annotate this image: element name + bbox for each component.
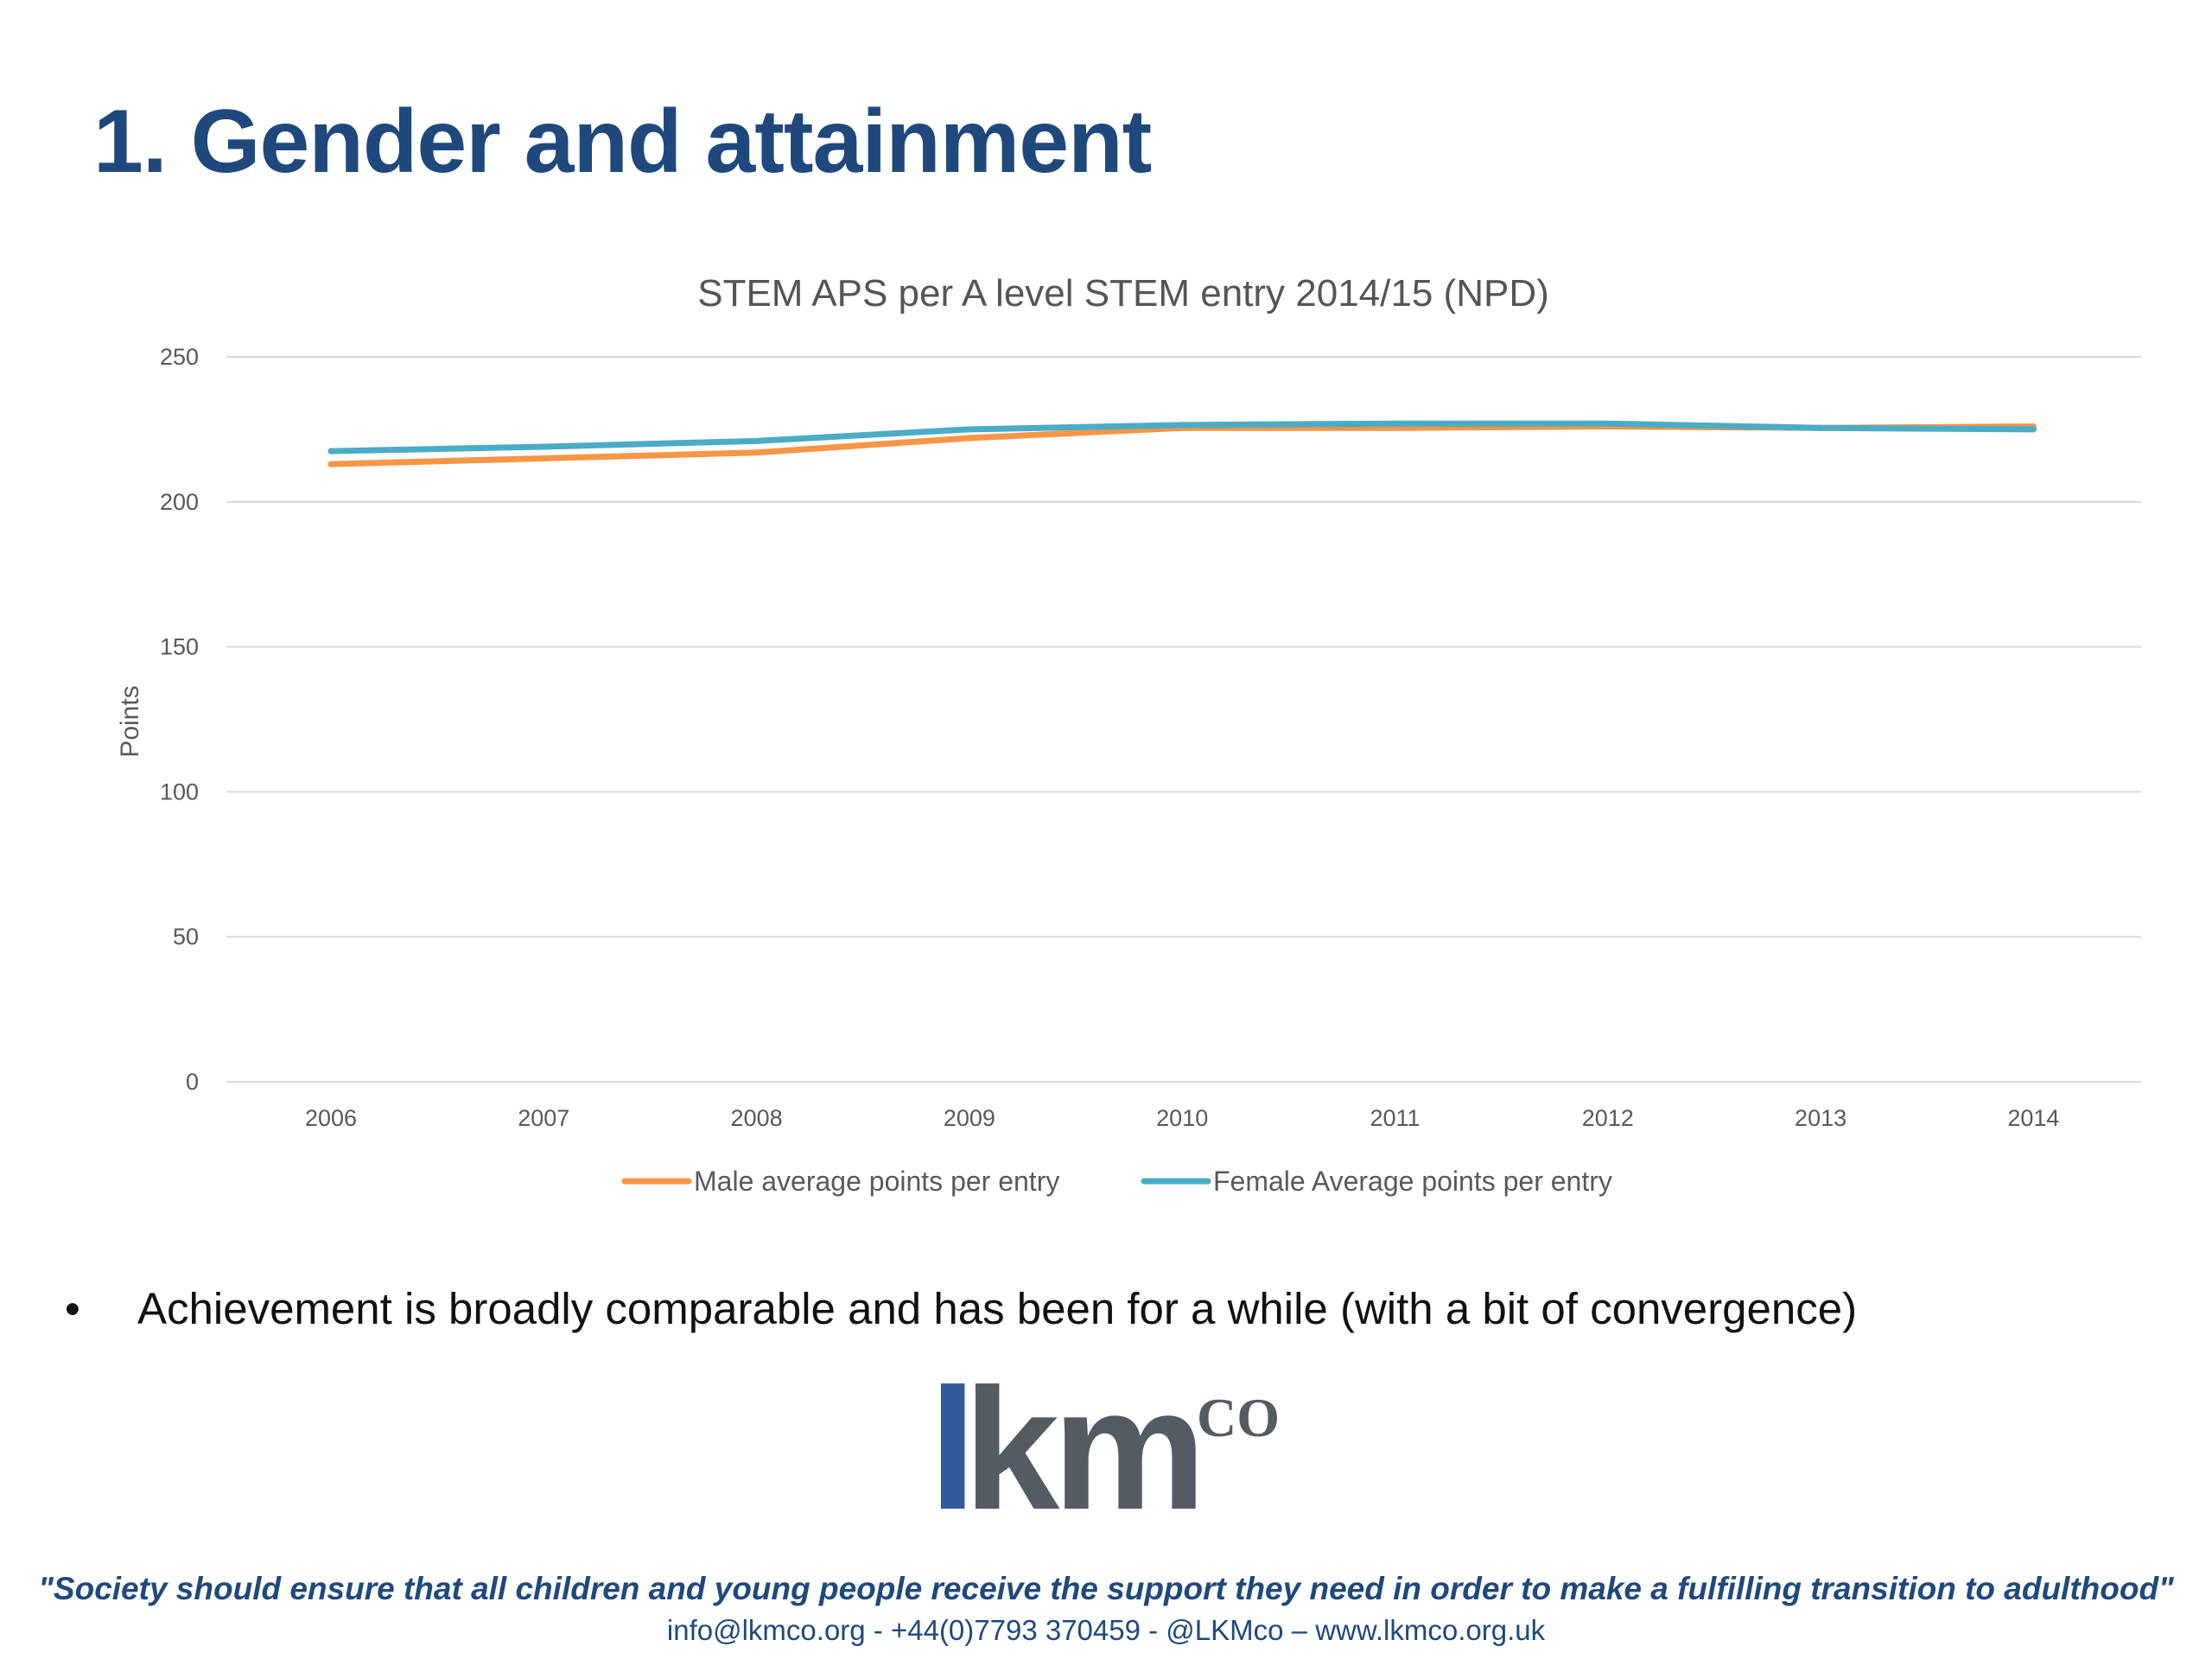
x-tick-label: 2014: [2007, 1105, 2059, 1131]
bullet-text: Achievement is broadly comparable and ha…: [137, 1284, 1858, 1333]
x-tick-label: 2007: [518, 1105, 569, 1131]
data-point-female: [1817, 424, 1824, 431]
data-point-male: [753, 449, 760, 456]
data-point-female: [540, 443, 547, 450]
data-point-female: [1392, 420, 1398, 427]
y-tick-label: 100: [160, 779, 199, 804]
data-point-male: [540, 454, 547, 461]
x-tick-label: 2009: [944, 1105, 995, 1131]
footer-tagline: "Society should ensure that all children…: [38, 1571, 2174, 1606]
data-point-female: [753, 437, 760, 444]
data-point-female: [2030, 426, 2037, 433]
y-axis-title: Points: [116, 685, 144, 757]
y-tick-label: 50: [173, 924, 199, 950]
bullet-symbol: •: [65, 1284, 80, 1333]
chart-title: STEM APS per A level STEM entry 2014/15 …: [697, 272, 1549, 315]
y-tick-label: 250: [160, 344, 199, 370]
data-point-male: [966, 435, 973, 442]
logo-letters-km: km: [963, 1353, 1206, 1546]
data-point-female: [1605, 420, 1611, 427]
x-tick-label: 2013: [1795, 1105, 1847, 1131]
x-tick-label: 2008: [731, 1105, 783, 1131]
footer-contact: info@lkmco.org - +44(0)7793 370459 - @LK…: [666, 1614, 1546, 1646]
data-point-female: [966, 426, 973, 433]
data-point-female: [1179, 422, 1185, 429]
y-tick-label: 0: [186, 1069, 199, 1095]
line-chart: STEM APS per A level STEM entry 2014/15 …: [116, 272, 2141, 1197]
x-tick-label: 2011: [1370, 1105, 1420, 1131]
logo-letter-l: l: [929, 1353, 977, 1546]
y-tick-label: 150: [160, 634, 199, 660]
y-tick-label: 200: [160, 489, 199, 515]
logo-superscript-co: CO: [1197, 1387, 1280, 1448]
lkmco-logo: l km CO: [929, 1363, 1292, 1547]
legend-label-female: Female Average points per entry: [1213, 1166, 1612, 1197]
x-tick-label: 2010: [1156, 1105, 1208, 1131]
data-point-male: [327, 461, 334, 467]
data-point-female: [327, 448, 334, 454]
x-tick-label: 2006: [305, 1105, 357, 1131]
slide-title: 1. Gender and attainment: [93, 92, 1152, 192]
x-tick-label: 2012: [1582, 1105, 1634, 1131]
legend-label-male: Male average points per entry: [694, 1166, 1059, 1197]
